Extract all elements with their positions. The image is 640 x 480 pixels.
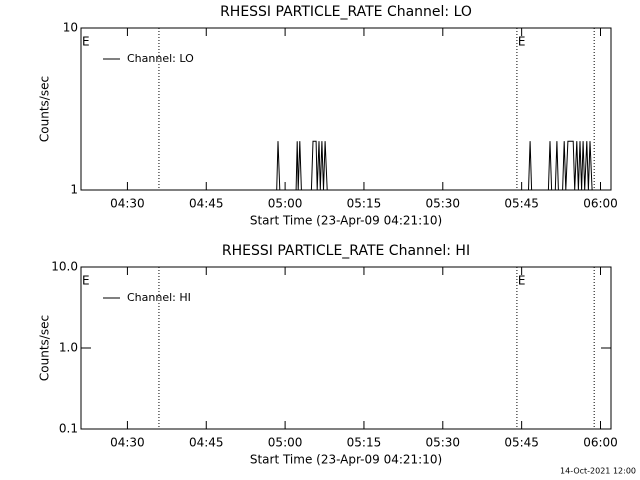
- footer-date: 14-Oct-2021 12:00: [560, 467, 636, 476]
- y-tick-label: 10: [63, 21, 78, 35]
- x-tick-label: 05:45: [504, 436, 539, 450]
- x-tick-label: 06:00: [583, 197, 618, 211]
- event-label: E: [518, 274, 526, 288]
- x-tick-label: 05:15: [347, 197, 382, 211]
- x-axis-label: Start Time (23-Apr-09 04:21:10): [250, 453, 442, 467]
- x-tick-label: 04:30: [110, 197, 145, 211]
- chart-title: RHESSI PARTICLE_RATE Channel: LO: [220, 4, 472, 20]
- x-tick-label: 05:15: [347, 436, 382, 450]
- x-tick-label: 04:45: [189, 436, 224, 450]
- y-tick-label: 1: [70, 183, 78, 197]
- event-label: E: [82, 274, 90, 288]
- event-label: E: [518, 35, 526, 49]
- y-tick-label: 10.0: [51, 260, 78, 274]
- data-line: [276, 140, 593, 191]
- x-tick-label: 05:00: [268, 197, 303, 211]
- x-tick-label: 05:00: [268, 436, 303, 450]
- legend-label: Channel: LO: [127, 52, 194, 65]
- legend-label: Channel: HI: [127, 291, 191, 304]
- x-tick-label: 04:45: [189, 197, 224, 211]
- y-tick-label: 0.1: [59, 422, 78, 436]
- y-axis-label: Counts/sec: [38, 315, 52, 381]
- x-tick-label: 06:00: [583, 436, 618, 450]
- x-tick-label: 04:30: [110, 436, 145, 450]
- event-label: E: [82, 35, 90, 49]
- y-axis-label: Counts/sec: [38, 76, 52, 142]
- y-tick-label: 1.0: [59, 341, 78, 355]
- x-axis-label: Start Time (23-Apr-09 04:21:10): [250, 214, 442, 228]
- x-tick-label: 05:30: [425, 436, 460, 450]
- x-tick-label: 05:30: [425, 197, 460, 211]
- chart-title: RHESSI PARTICLE_RATE Channel: HI: [222, 243, 470, 259]
- x-tick-label: 05:45: [504, 197, 539, 211]
